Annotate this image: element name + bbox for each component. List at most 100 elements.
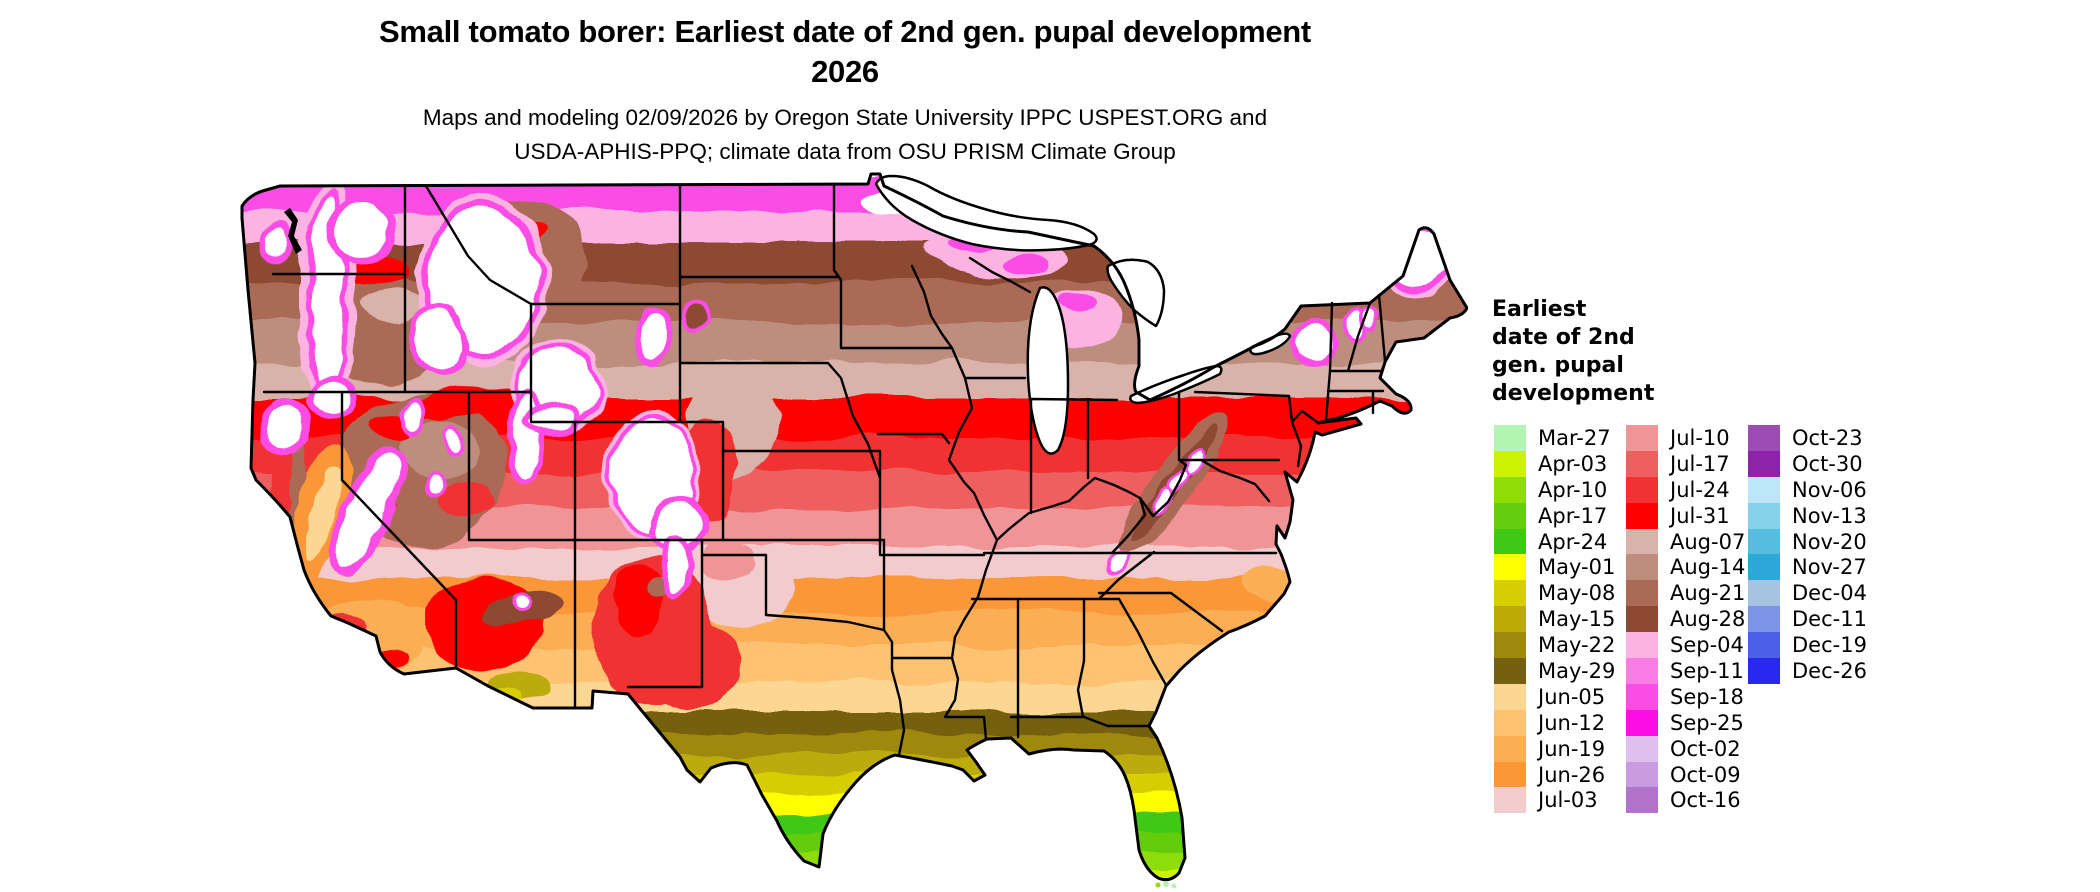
legend-entry: Oct-16 [1626, 787, 1745, 814]
subtitle-line2: USDA-APHIS-PPQ; climate data from OSU PR… [514, 139, 1176, 164]
legend-label: Oct-02 [1670, 736, 1741, 761]
legend-entry: Dec-11 [1748, 606, 1867, 633]
legend-label: Aug-07 [1670, 529, 1746, 554]
subtitle-line1: Maps and modeling 02/09/2026 by Oregon S… [422, 105, 1268, 130]
legend-label: Sep-18 [1670, 684, 1744, 709]
legend-label: May-29 [1538, 658, 1616, 683]
legend-label: May-01 [1538, 555, 1616, 580]
legend-label: Nov-20 [1792, 529, 1867, 554]
legend-label: Dec-04 [1792, 581, 1867, 606]
legend-entry: May-01 [1494, 554, 1616, 581]
legend-entry: Aug-21 [1626, 580, 1746, 607]
legend-column-3: Oct-23 Oct-30 Nov-06 Nov-13 Nov-20 Nov-27 Dec-… [1748, 425, 1867, 684]
legend-label: Apr-24 [1538, 529, 1608, 554]
legend-entry: Sep-18 [1626, 683, 1745, 710]
legend-label: Jul-31 [1670, 503, 1730, 528]
legend-label: Dec-26 [1792, 658, 1867, 683]
legend-entry: Dec-19 [1748, 632, 1867, 659]
legend-swatch [1494, 476, 1526, 503]
legend-swatch [1748, 606, 1780, 633]
legend-swatch [1626, 787, 1658, 814]
legend-entry: May-08 [1494, 580, 1616, 607]
legend-entry: Nov-27 [1748, 554, 1867, 581]
legend-column-1: Mar-27 Apr-03 Apr-10 Apr-17 Apr-24 May-01 May-… [1494, 425, 1616, 814]
legend-entry: Jul-03 [1494, 787, 1615, 814]
legend-entry: Jun-05 [1494, 683, 1615, 710]
legend-label: Nov-27 [1792, 555, 1867, 580]
legend-entry: May-22 [1494, 632, 1616, 659]
legend-entry: Oct-02 [1626, 735, 1745, 762]
legend-label: Sep-11 [1670, 658, 1744, 683]
legend-swatch [1494, 502, 1526, 529]
legend-swatch [1494, 425, 1526, 451]
legend-swatch [1626, 709, 1658, 736]
legend-swatch [1494, 450, 1526, 477]
legend-label: Apr-03 [1538, 451, 1608, 476]
legend-swatch [1494, 709, 1526, 736]
legend-entry: Sep-11 [1626, 658, 1745, 684]
page-title-year: 2026 [811, 54, 879, 89]
legend-swatch [1626, 683, 1658, 710]
legend-label: Jul-03 [1538, 788, 1598, 813]
legend-swatch [1494, 528, 1526, 555]
page-title: Small tomato borer: Earliest date of 2nd… [379, 14, 1311, 49]
legend-entry: May-29 [1494, 658, 1615, 684]
legend-entry: Jul-24 [1626, 476, 1745, 503]
legend-swatch [1748, 580, 1780, 607]
legend-label: Oct-16 [1670, 788, 1741, 813]
legend-entry: Nov-06 [1748, 476, 1867, 503]
legend-label: Jun-26 [1538, 762, 1606, 787]
puget-sound [284, 208, 302, 254]
legend-column-2: Jul-10 Jul-17 Jul-24 Jul-31 Aug-07 Aug-14 Aug-… [1626, 425, 1746, 814]
legend-entry: Jul-17 [1626, 450, 1745, 477]
us-outline [240, 172, 1468, 882]
legend-label: Aug-21 [1670, 581, 1746, 606]
legend-swatch [1748, 450, 1780, 477]
legend-entry: Mar-27 [1494, 425, 1615, 451]
legend-entry: Jun-26 [1494, 761, 1615, 788]
legend-swatch [1494, 761, 1526, 788]
legend-entry: Sep-25 [1626, 709, 1745, 736]
legend-swatch [1748, 632, 1780, 659]
legend-label: Jun-19 [1538, 736, 1606, 761]
legend-swatch [1626, 528, 1658, 555]
legend-entry: Aug-07 [1626, 528, 1746, 555]
legend-title: Earliest date of 2nd gen. pupal developm… [1492, 297, 1655, 406]
legend-entry: Oct-23 [1748, 425, 1867, 451]
legend-label: Jul-24 [1670, 477, 1730, 502]
legend-entry: Oct-09 [1626, 761, 1745, 788]
legend-label: Oct-30 [1792, 451, 1863, 476]
legend-label: Dec-11 [1792, 607, 1867, 632]
us-map-svg [240, 172, 1468, 889]
legend-swatch [1748, 528, 1780, 555]
florida-keys [1155, 881, 1177, 889]
legend-label: Nov-13 [1792, 503, 1867, 528]
legend-swatch [1494, 658, 1526, 684]
legend-swatch [1626, 761, 1658, 788]
legend-swatch [1626, 658, 1658, 684]
legend-entry: Jul-10 [1626, 425, 1745, 451]
legend-entry: Apr-24 [1494, 528, 1615, 555]
legend-swatch [1748, 658, 1780, 684]
legend-swatch [1626, 502, 1658, 529]
legend-label: Jul-10 [1670, 425, 1730, 450]
legend-entry: Nov-13 [1748, 502, 1867, 529]
legend-entry: Jul-31 [1626, 502, 1745, 529]
legend-swatch [1748, 554, 1780, 581]
lake-michigan [1026, 286, 1070, 455]
legend-entry: Dec-26 [1748, 658, 1867, 684]
legend-label: May-08 [1538, 581, 1616, 606]
legend-swatch [1626, 450, 1658, 477]
legend-entry: Apr-03 [1494, 450, 1615, 477]
legend-label: May-22 [1538, 633, 1616, 658]
legend-swatch [1626, 735, 1658, 762]
legend-label: Oct-23 [1792, 425, 1863, 450]
legend-swatch [1494, 554, 1526, 581]
legend-swatch [1626, 632, 1658, 659]
legend-label: Apr-17 [1538, 503, 1608, 528]
legend-entry: Sep-04 [1626, 632, 1745, 659]
legend-label: Nov-06 [1792, 477, 1867, 502]
legend-label: Jun-05 [1538, 684, 1606, 709]
legend-label: Apr-10 [1538, 477, 1608, 502]
legend-entry: Dec-04 [1748, 580, 1867, 607]
